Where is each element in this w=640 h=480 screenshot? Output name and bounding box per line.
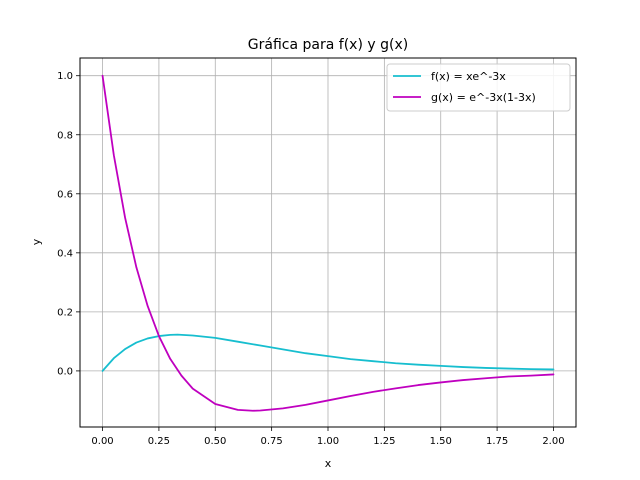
x-axis-label: x	[325, 457, 332, 470]
y-tick-label: 0.4	[57, 248, 73, 259]
x-tick-label: 0.25	[148, 436, 170, 447]
y-axis: 0.0 0.2 0.4 0.6 0.8 1.0	[57, 71, 80, 377]
y-tick-label: 0.8	[57, 130, 73, 141]
x-tick-label: 0.00	[91, 436, 113, 447]
x-tick-label: 1.00	[317, 436, 339, 447]
x-tick-label: 1.25	[373, 436, 395, 447]
y-tick-label: 0.6	[57, 189, 73, 200]
legend: f(x) = xe^-3x g(x) = e^-3x(1-3x)	[386, 63, 571, 112]
y-tick-label: 0.0	[57, 366, 73, 377]
x-tick-label: 1.50	[430, 436, 452, 447]
legend-label-g: g(x) = e^-3x(1-3x)	[431, 91, 536, 104]
x-axis: 0.00 0.25 0.50 0.75 1.00 1.25 1.50 1.75 2.00	[91, 427, 565, 447]
x-tick-label: 0.75	[261, 436, 283, 447]
y-tick-label: 1.0	[57, 71, 73, 82]
y-axis-label: y	[30, 238, 43, 245]
x-tick-label: 0.50	[204, 436, 226, 447]
series-group	[101, 74, 555, 412]
x-tick-label: 2.00	[542, 436, 564, 447]
series-line-g	[101, 74, 555, 412]
series-line-f	[101, 333, 555, 372]
chart-title: Gráfica para f(x) y g(x)	[248, 37, 408, 53]
y-tick-label: 0.2	[57, 307, 73, 318]
x-tick-label: 1.75	[486, 436, 508, 447]
grid	[80, 58, 576, 427]
legend-box	[386, 63, 571, 112]
legend-label-f: f(x) = xe^-3x	[431, 70, 506, 83]
